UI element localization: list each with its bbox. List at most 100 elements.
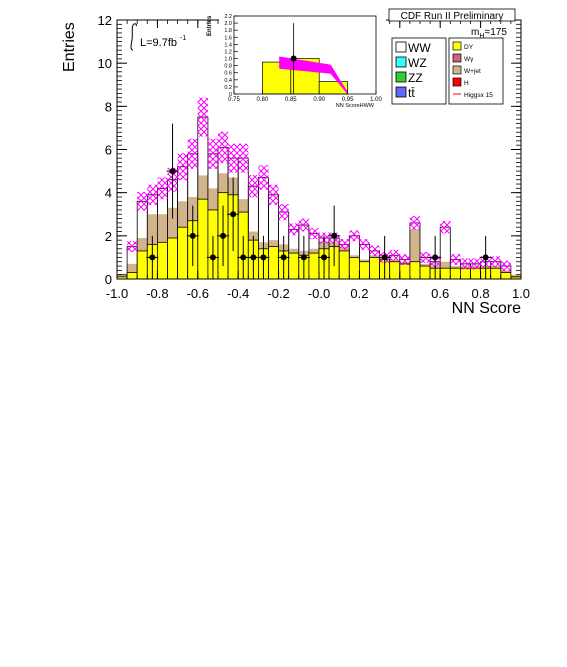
bar-dy-29 xyxy=(409,261,420,279)
bar-wjet-10 xyxy=(218,173,229,193)
inset-axes: 0.75 0.80 0.85 0.90 0.95 1.00 00.20.40.60.81.0… xyxy=(224,14,382,103)
inset-x-title: NN ScoreHWW xyxy=(336,103,375,109)
bar-wjet-33 xyxy=(450,266,461,269)
inset-y-title: Entries xyxy=(207,15,213,36)
x-axis-title: NN Score xyxy=(452,300,521,317)
bar-dy-15 xyxy=(268,246,279,279)
uncertainty-38 xyxy=(500,260,511,272)
bar-wjet-32 xyxy=(440,261,451,269)
luminosity-value: L=9.7fb xyxy=(140,37,177,49)
data-point-14 xyxy=(432,254,439,261)
bar-dy-39 xyxy=(510,276,521,279)
uncertainty-22 xyxy=(339,239,350,250)
uncertainty-29 xyxy=(409,216,420,230)
legend-swatch-r-1 xyxy=(452,53,462,63)
bar-wjet-0 xyxy=(117,274,128,277)
bar-wjet-17 xyxy=(288,248,299,254)
data-point-0 xyxy=(149,254,156,261)
legend-label-r-0: DY xyxy=(464,44,474,51)
uncertainty-35 xyxy=(470,258,481,270)
uncertainty-16 xyxy=(278,204,289,221)
uncertainty-30 xyxy=(420,252,431,263)
y-tick-label-0: 0 xyxy=(105,272,112,287)
data-point-4 xyxy=(220,232,227,239)
bar-dy-2 xyxy=(137,250,148,279)
inset-y-tick-label-5: 1.0 xyxy=(224,57,232,63)
uncertainty-1 xyxy=(127,241,138,253)
uncertainty-19 xyxy=(308,228,319,240)
data-point-8 xyxy=(260,254,267,261)
bar-wjet-5 xyxy=(167,207,178,238)
uncertainty-8 xyxy=(197,97,208,137)
y-axis-title: Entries xyxy=(61,22,78,72)
uncertainty-4 xyxy=(157,177,168,200)
bar-dy-32 xyxy=(440,268,451,279)
legend-label-r-4: Higgsx 15 xyxy=(464,92,493,99)
bar-wjet-19 xyxy=(308,248,319,254)
y-tick-label-4: 8 xyxy=(105,99,112,114)
uncertainty-14 xyxy=(258,165,269,190)
bar-wjet-12 xyxy=(238,199,249,213)
bar-wjet-24 xyxy=(359,259,370,262)
inset-y-tick-label-6: 1.2 xyxy=(224,49,232,55)
data-point-6 xyxy=(240,254,247,261)
data-point-5 xyxy=(230,211,237,218)
bar-dy-4 xyxy=(157,242,168,279)
x-tick-label-9: 0.8 xyxy=(472,286,490,301)
mass-label: mH=175 xyxy=(471,27,507,40)
legend-label-0: WW xyxy=(408,41,431,55)
inset-y-tick-label-3: 0.6 xyxy=(224,71,232,77)
bar-dy-27 xyxy=(389,261,400,279)
bar-dy-28 xyxy=(399,263,410,279)
legend-label-r-1: Wγ xyxy=(464,56,474,63)
experiment-box xyxy=(388,8,516,22)
bar-wjet-4 xyxy=(157,214,168,243)
inset-x-tick-label-5: 1.00 xyxy=(370,97,382,103)
bar-dy-37 xyxy=(490,268,501,279)
inset-y-tick-label-2: 0.4 xyxy=(224,78,232,84)
legend-swatch-2 xyxy=(395,71,407,83)
x-tick-label-1: -0.8 xyxy=(146,286,168,301)
y-tick-label-2: 4 xyxy=(105,186,112,201)
legend-swatch-1 xyxy=(395,56,407,68)
data-point-3 xyxy=(209,254,216,261)
bar-wjet-6 xyxy=(177,201,188,228)
uncertainty-17 xyxy=(288,223,299,236)
data-point-15 xyxy=(482,254,489,261)
bar-wjet-2 xyxy=(137,237,148,251)
y-tick-label-6: 12 xyxy=(98,13,112,28)
legend-label-r-2: W+jet xyxy=(464,68,481,75)
legend-swatch-3 xyxy=(395,86,407,98)
luminosity-sup: -1 xyxy=(180,35,186,42)
legend-swatch-0 xyxy=(395,41,407,53)
inset-frame xyxy=(233,15,377,95)
inset-x-tick-label-0: 0.75 xyxy=(228,97,240,103)
x-tick-label-2: -0.6 xyxy=(187,286,209,301)
uncertainty-6 xyxy=(177,153,188,181)
uncertainty-25 xyxy=(369,245,380,257)
bar-wjet-39 xyxy=(510,274,521,277)
inset-x-tick-label-2: 0.85 xyxy=(285,97,297,103)
uncertainty-32 xyxy=(440,220,451,234)
uncertainty-10 xyxy=(218,131,229,164)
y-tick-label-5: 10 xyxy=(98,56,112,71)
bar-dy-5 xyxy=(167,237,178,279)
y-tick-label-1: 2 xyxy=(105,229,112,244)
data-point-13 xyxy=(381,254,388,261)
x-tick-label-0: -1.0 xyxy=(106,286,128,301)
bar-dy-38 xyxy=(500,272,511,279)
legend-swatch-r-0 xyxy=(452,41,462,51)
data-point-12 xyxy=(331,232,338,239)
uncertainty-7 xyxy=(187,138,198,169)
bar-dy-33 xyxy=(450,268,461,279)
uncertainty-9 xyxy=(207,138,218,169)
inset-y-tick-label-0: 0 xyxy=(229,92,232,98)
inset-y-tick-label-8: 1.6 xyxy=(224,35,232,41)
uncertainty-33 xyxy=(450,254,461,265)
bar-wjet-1 xyxy=(127,263,138,273)
uncertainty-15 xyxy=(268,184,279,205)
bar-dy-24 xyxy=(359,261,370,279)
data-point-2 xyxy=(189,232,196,239)
